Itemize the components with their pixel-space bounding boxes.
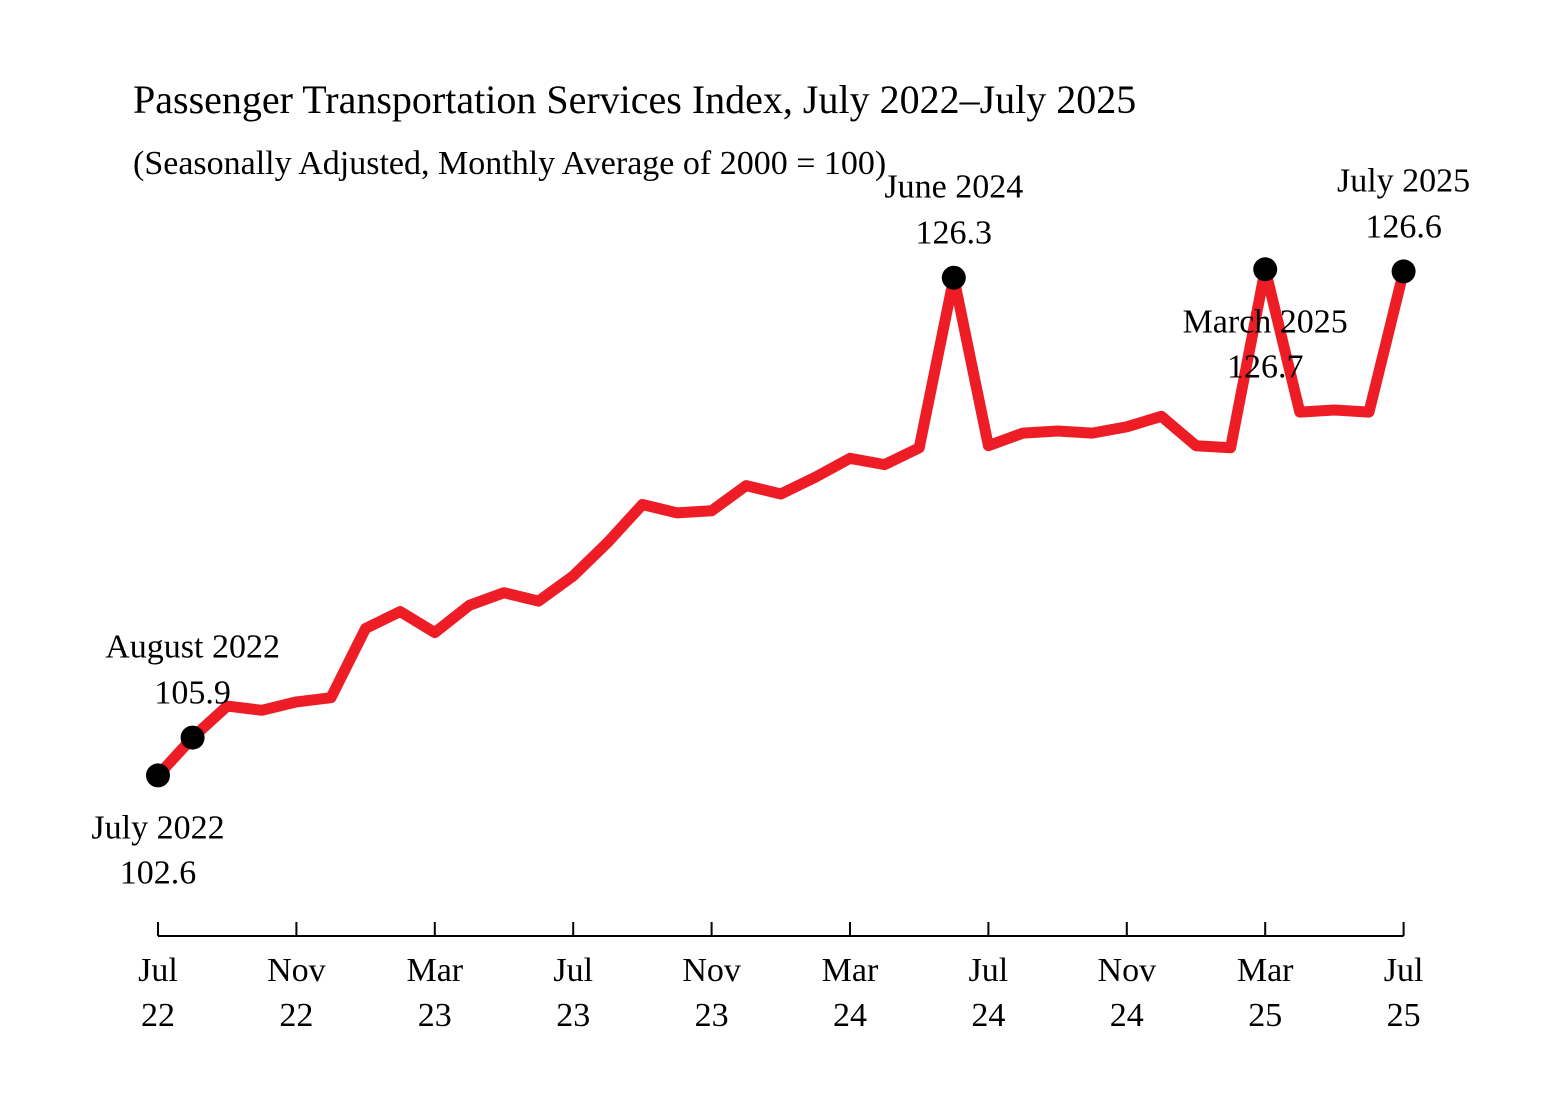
annotation-marker: [1253, 257, 1278, 282]
x-tick-year: 25: [1387, 997, 1421, 1034]
x-tick-year: 22: [141, 997, 175, 1034]
annotation-marker: [146, 763, 170, 788]
x-tick-month: Jul: [553, 952, 593, 989]
x-tick-month: Mar: [822, 952, 879, 989]
chart-title: Passenger Transportation Services Index,…: [133, 77, 1137, 122]
annotation-date: July 2022: [91, 809, 224, 846]
annotation-marker: [1391, 259, 1416, 284]
x-tick-year: 23: [418, 997, 452, 1034]
annotation-date: June 2024: [884, 169, 1023, 206]
annotation-value: 126.7: [1227, 348, 1304, 385]
annotation-marker: [941, 265, 966, 290]
annotation-value: 102.6: [120, 854, 197, 891]
annotation-date: March 2025: [1183, 303, 1348, 340]
x-tick-month: Jul: [969, 952, 1009, 989]
x-tick-month: Nov: [682, 952, 741, 989]
x-tick-month: Mar: [406, 952, 463, 989]
x-tick-month: Nov: [1098, 952, 1157, 989]
annotation-value: 126.3: [916, 215, 993, 252]
annotation-value: 105.9: [154, 675, 231, 712]
x-tick-year: 24: [971, 997, 1005, 1034]
annotation-marker: [180, 725, 205, 750]
x-axis-ticks: Jul 22 Nov 22 Mar 23 Jul 23 Nov 23 Mar 24 Jul 24 Nov 24…: [138, 922, 1423, 1034]
x-tick-year: 23: [695, 997, 729, 1034]
annotation-date: July 2025: [1337, 162, 1470, 199]
x-tick-year: 22: [279, 997, 313, 1034]
x-tick-month: Nov: [267, 952, 326, 989]
x-tick-month: Jul: [138, 952, 178, 989]
x-tick-year: 25: [1248, 997, 1282, 1034]
x-tick-year: 24: [1110, 997, 1144, 1034]
x-tick-month: Jul: [1384, 952, 1424, 989]
annotation-date: August 2022: [105, 629, 280, 666]
annotation-markers: [146, 257, 1416, 788]
series-line: [153, 263, 1409, 780]
x-tick-month: Mar: [1237, 952, 1294, 989]
x-tick-year: 23: [556, 997, 590, 1034]
chart-subtitle: (Seasonally Adjusted, Monthly Average of…: [133, 145, 887, 182]
x-tick-year: 24: [833, 997, 867, 1034]
annotation-value: 126.6: [1365, 208, 1442, 245]
annotation-labels: July 2022 102.6 August 2022 105.9 June 2024 1…: [91, 162, 1470, 891]
